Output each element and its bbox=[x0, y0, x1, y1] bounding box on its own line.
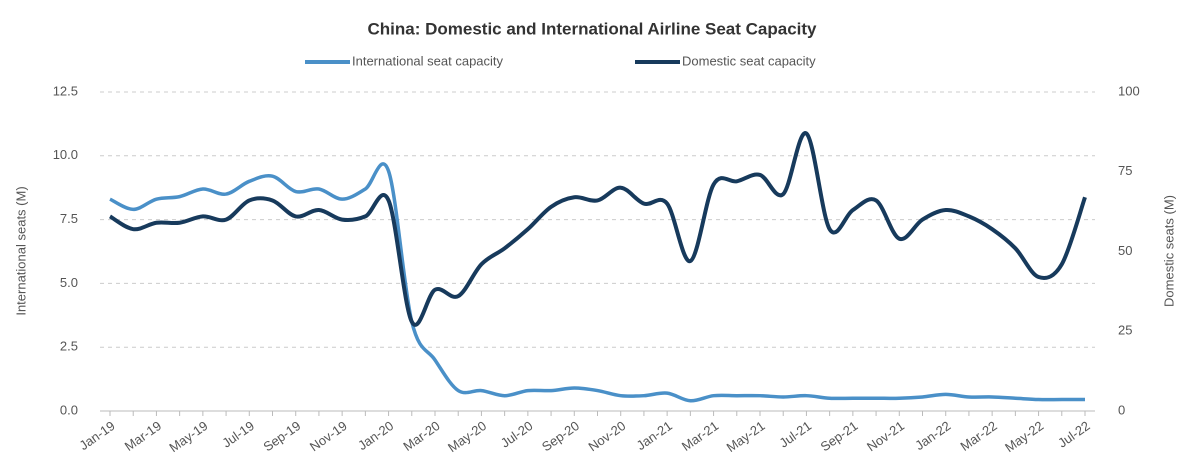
y-tick-label: 2.5 bbox=[60, 339, 78, 354]
x-tick-label: Mar-19 bbox=[122, 418, 164, 454]
x-tick-label: May-20 bbox=[445, 418, 489, 455]
y-tick-label: 12.5 bbox=[53, 83, 78, 98]
x-tick-label: May-22 bbox=[1002, 418, 1046, 455]
x-tick-label: Nov-20 bbox=[585, 418, 628, 454]
y2-tick-label: 100 bbox=[1118, 83, 1140, 98]
x-tick-label: May-21 bbox=[724, 418, 768, 455]
y-axis-label: International seats (M) bbox=[13, 186, 28, 315]
y2-tick-label: 75 bbox=[1118, 163, 1132, 178]
x-tick-label: Mar-21 bbox=[679, 418, 721, 454]
legend-label: International seat capacity bbox=[352, 53, 504, 68]
series-line bbox=[108, 131, 1087, 327]
x-tick-label: Jan-19 bbox=[77, 418, 118, 453]
x-tick-label: Nov-19 bbox=[307, 418, 350, 454]
legend-label: Domestic seat capacity bbox=[682, 53, 816, 68]
y2-tick-label: 25 bbox=[1118, 323, 1132, 338]
x-tick-label: Sep-19 bbox=[260, 418, 303, 454]
x-tick-label: Jan-20 bbox=[355, 418, 396, 453]
x-tick-label: Mar-20 bbox=[400, 418, 442, 454]
chart-title: China: Domestic and International Airlin… bbox=[367, 19, 817, 38]
x-tick-label: Nov-21 bbox=[864, 418, 907, 454]
y2-tick-label: 50 bbox=[1118, 243, 1132, 258]
x-tick-label: Sep-20 bbox=[539, 418, 582, 454]
x-tick-label: May-19 bbox=[166, 418, 210, 455]
x-tick-label: Jul-20 bbox=[498, 418, 536, 451]
y-tick-label: 0.0 bbox=[60, 402, 78, 417]
x-tick-label: Jul-22 bbox=[1055, 418, 1093, 451]
x-tick-label: Jan-22 bbox=[912, 418, 953, 453]
y-tick-label: 10.0 bbox=[53, 147, 78, 162]
x-tick-label: Mar-22 bbox=[957, 418, 999, 454]
y2-tick-label: 0 bbox=[1118, 402, 1125, 417]
x-tick-label: Sep-21 bbox=[818, 418, 861, 454]
x-tick-label: Jul-21 bbox=[777, 418, 815, 451]
series-line bbox=[109, 162, 1085, 403]
x-tick-label: Jul-19 bbox=[219, 418, 257, 451]
y2-axis-label: Domestic seats (M) bbox=[1161, 195, 1176, 307]
y-tick-label: 5.0 bbox=[60, 275, 78, 290]
x-tick-label: Jan-21 bbox=[634, 418, 675, 453]
y-tick-label: 7.5 bbox=[60, 211, 78, 226]
